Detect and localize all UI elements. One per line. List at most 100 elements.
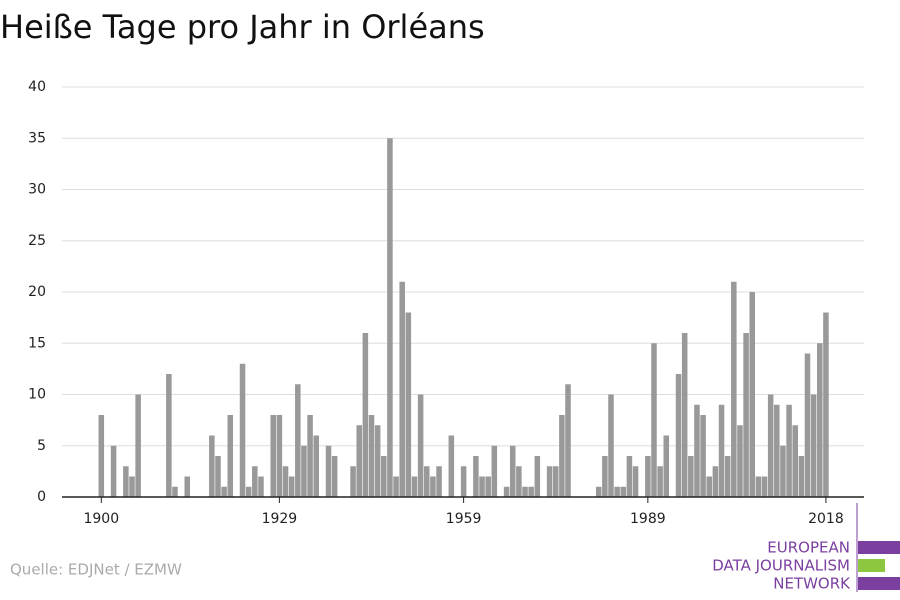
bar	[368, 415, 375, 497]
x-tick-label: 1900	[83, 511, 119, 527]
bar	[252, 466, 258, 497]
bar	[565, 384, 571, 497]
bar	[485, 476, 491, 497]
bar	[632, 466, 639, 497]
bar	[700, 415, 706, 497]
bar	[448, 435, 455, 497]
bar	[755, 476, 762, 497]
bar	[503, 486, 510, 497]
bar	[792, 425, 798, 497]
bar	[810, 394, 817, 497]
bar	[688, 456, 694, 497]
logo-bar	[858, 559, 885, 572]
bar	[663, 435, 670, 497]
bar	[786, 404, 792, 497]
bar	[645, 456, 651, 497]
bar	[239, 363, 246, 497]
bar	[608, 394, 614, 497]
bar	[804, 353, 811, 497]
bar	[258, 476, 264, 497]
bar	[424, 466, 430, 497]
bar	[761, 476, 768, 497]
x-tick-label: 1929	[262, 511, 298, 527]
bar	[184, 476, 191, 497]
bar	[749, 292, 755, 497]
bar	[552, 466, 559, 497]
bar	[817, 343, 823, 497]
bar	[516, 466, 522, 497]
bar	[657, 466, 663, 497]
y-tick-label: 40	[28, 79, 46, 95]
bar	[411, 476, 418, 497]
bar	[387, 138, 393, 497]
bar	[436, 466, 442, 497]
bar	[724, 456, 731, 497]
bar	[331, 456, 338, 497]
bar	[362, 333, 369, 497]
bar	[313, 435, 319, 497]
bar	[301, 445, 307, 497]
bar	[295, 384, 301, 497]
bar	[350, 466, 356, 497]
bar	[405, 312, 412, 497]
bar	[546, 466, 553, 497]
bar	[215, 456, 221, 497]
chart-title: Heiße Tage pro Jahr in Orléans	[0, 8, 485, 46]
bar	[374, 425, 381, 497]
bar	[288, 476, 295, 497]
y-tick-label: 10	[28, 387, 46, 403]
bar	[98, 415, 105, 497]
bar	[522, 486, 528, 497]
bar	[123, 466, 129, 497]
y-tick-label: 5	[37, 438, 46, 454]
bar	[227, 415, 234, 497]
bar	[651, 343, 657, 497]
y-tick-label: 15	[28, 335, 46, 351]
bar	[393, 476, 399, 497]
logo-text: DATA JOURNALISM	[712, 557, 850, 575]
bar	[417, 394, 424, 497]
bar	[718, 404, 725, 497]
bar	[166, 374, 172, 497]
source: Quelle: EDJNet / EZMW	[10, 561, 182, 579]
y-tick-label: 35	[28, 130, 46, 146]
bar	[743, 333, 749, 497]
bar	[276, 415, 283, 497]
bar	[325, 445, 332, 497]
bar	[712, 466, 719, 497]
bar	[528, 486, 534, 497]
bar	[626, 456, 633, 497]
bar	[129, 476, 135, 497]
bar	[595, 486, 602, 497]
bar	[381, 456, 387, 497]
bar	[479, 476, 485, 497]
bar	[460, 466, 467, 497]
bar	[602, 456, 608, 497]
bar	[559, 415, 565, 497]
logo-text: EUROPEAN	[767, 539, 850, 557]
y-tick-label: 30	[28, 182, 46, 198]
bar	[620, 486, 627, 497]
y-tick-label: 20	[28, 284, 46, 300]
bar	[823, 312, 829, 497]
bar	[534, 456, 541, 497]
bar	[780, 445, 786, 497]
bar	[221, 486, 227, 497]
bar	[694, 404, 700, 497]
x-tick-label: 1959	[446, 511, 482, 527]
bar	[767, 394, 774, 497]
y-tick-label: 0	[37, 489, 46, 505]
bar	[737, 425, 743, 497]
bar	[614, 486, 620, 497]
x-tick-label: 2018	[808, 511, 844, 527]
logo-bar	[858, 541, 900, 554]
bar	[681, 333, 688, 497]
bar	[245, 486, 252, 497]
bar	[172, 486, 178, 497]
bar	[135, 394, 141, 497]
bar	[731, 281, 737, 497]
bar	[473, 456, 479, 497]
logo-bar	[858, 577, 900, 590]
bar	[282, 466, 289, 497]
